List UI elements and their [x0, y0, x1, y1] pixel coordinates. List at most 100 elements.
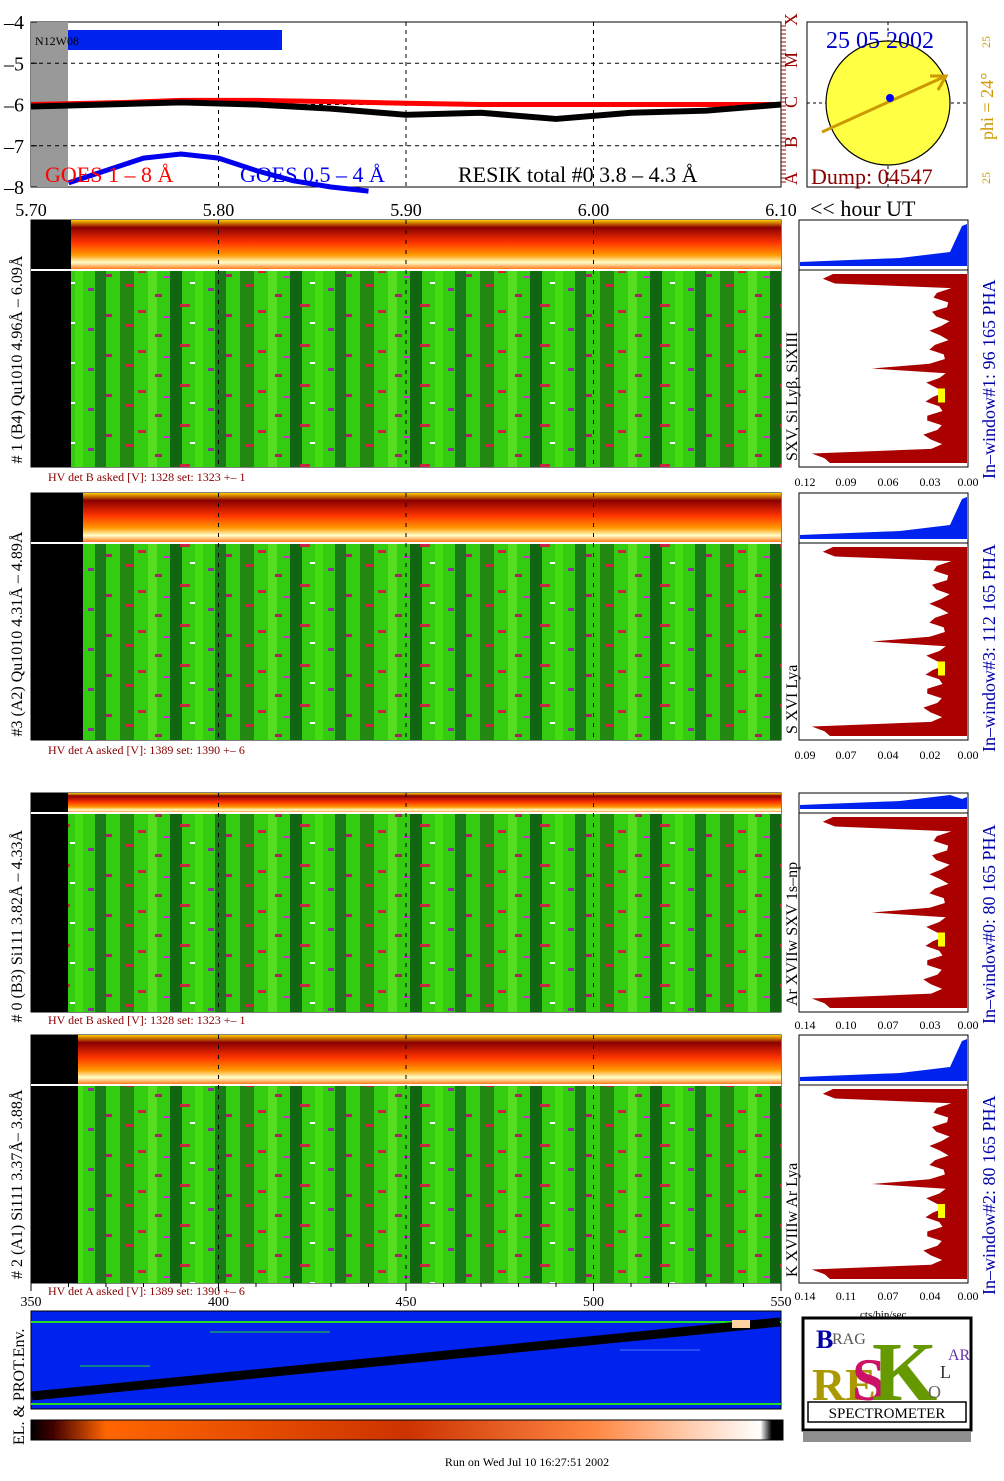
spectrum-shape [811, 817, 967, 1008]
channel-spectrogram [71, 270, 781, 467]
channel-line-label: S XVI Lya [784, 665, 801, 734]
hist-tick-label: 0.04 [920, 1289, 941, 1303]
env-x-tick-label: 450 [396, 1295, 417, 1310]
channel-left-label: # 0 (B3) Si111 3.82Å – 4.33Å [8, 829, 26, 1022]
dump-number: Dump: 04547 [811, 164, 933, 189]
channel-total-band [83, 493, 781, 543]
flare-class-label: B [781, 136, 801, 148]
goes-y-tick-label: –5 [3, 53, 24, 75]
goes-y-ticks: –4 –5 –6 –7 –8 [3, 12, 37, 199]
hist-tick-label: 0.09 [795, 748, 816, 762]
hist-tick-label: 0.10 [836, 1018, 857, 1032]
channel-pha-histogram [798, 219, 969, 271]
sun-disk-panel: 25 05 2002 Dump: 04547 phi = 24° 25 25 [806, 21, 997, 189]
channel-left-label: #3 (A2) Qu1010 4.31Å – 4.89Å [8, 531, 26, 736]
hist-tick-label: 0.02 [920, 748, 941, 762]
goes-y-tick-label: –8 [3, 177, 24, 199]
pha-shape [800, 1039, 967, 1081]
channel-0: # 1 (B4) Qu1010 4.96Å – 6.09Å HV det B as… [8, 219, 999, 489]
logo-spectrometer: SPECTROMETER [829, 1406, 946, 1422]
env-x-tick-label: 500 [583, 1295, 604, 1310]
channel-left-label: # 1 (B4) Qu1010 4.96Å – 6.09Å [8, 255, 26, 463]
phi-edge-bottom: 25 [979, 172, 993, 184]
hist-tick-label: 0.00 [958, 475, 979, 489]
channel-spectrum-histogram [798, 269, 969, 468]
channel-window-label: In–window#2: 80 165 PHA [979, 1095, 999, 1295]
active-region-marker [886, 94, 894, 102]
flare-class-label: M [781, 52, 801, 68]
hist-tick-label: 0.04 [878, 748, 899, 762]
noaa-region-bar [68, 30, 282, 50]
hist-tick-label: 0.07 [836, 748, 857, 762]
channel-total-band [68, 793, 781, 813]
env-x-tick-label: 350 [21, 1295, 42, 1310]
channel-pha-histogram [798, 492, 969, 544]
goes-x-tick-label: 5.70 [15, 200, 47, 220]
pha-shape [800, 497, 967, 539]
env-x-tick-label: 550 [771, 1295, 792, 1310]
footer-run-info: Run on Wed Jul 10 16:27:51 2002 [445, 1455, 609, 1469]
hist-tick-label: 0.14 [795, 1018, 816, 1032]
hist-tick-label: 0.11 [836, 1289, 857, 1303]
channel-total-band [71, 220, 781, 270]
hist-tick-label: 0.06 [878, 475, 899, 489]
legend-resik: RESIK total #0 3.8 – 4.3 Å [458, 162, 698, 187]
flare-class-label: X [781, 13, 801, 26]
legend-goes-short: GOES 0.5 – 4 Å [240, 162, 385, 187]
channel-data-gap [31, 493, 83, 740]
hist-tick-label: 0.03 [920, 1018, 941, 1032]
channel-line-label: SXV, Si Lyβ, SiXIII [784, 332, 801, 461]
phi-angle: phi = 24° [977, 73, 997, 140]
legend-goes-long: GOES 1 – 8 Å [45, 162, 173, 187]
channel-data-gap [31, 793, 68, 1012]
spectrum-shape [811, 547, 967, 736]
channel-left-label: # 2 (A1) Si111 3.37Å– 3.88Å [8, 1089, 26, 1279]
goes-x-tick-label: 5.90 [390, 200, 422, 220]
env-x-tick-label: 400 [208, 1295, 229, 1310]
channel-x-ticks: 350 400 450 500 550 [21, 1283, 792, 1310]
channel-3: # 2 (A1) Si111 3.37Å– 3.88Å HV det A aske… [8, 1034, 999, 1303]
hist-tick-label: 0.00 [958, 1018, 979, 1032]
env-label: EL. & PROT.Env. [11, 1329, 28, 1445]
spectrum-window-marker [938, 1204, 945, 1218]
spectrum-window-marker [938, 661, 945, 676]
channel-pha-histogram [798, 1034, 969, 1086]
logo-b: B [816, 1325, 833, 1354]
phi-arrow [821, 74, 947, 134]
goes-flux-panel: N12W08 –4 –5 –6 –7 –8 GOES 1 – 8 Å GOES 0.5 … [3, 12, 916, 221]
goes-series-group [30, 97, 782, 194]
channel-total-band [78, 1035, 781, 1085]
goes-x-tick-label: 5.80 [203, 200, 235, 220]
channel-window-label: In–window#1: 96 165 PHA [979, 279, 999, 479]
channel-hv-label: HV det B asked [V]: 1328 set: 1323 +– 1 [48, 470, 246, 484]
hist-tick-label: 0.09 [836, 475, 857, 489]
channel-hv-label: HV det A asked [V]: 1389 set: 1390 +– 6 [48, 743, 245, 757]
channel-spectrum-histogram [798, 812, 969, 1013]
channel-pha-histogram [798, 792, 969, 814]
hist-tick-label: 0.07 [878, 1018, 899, 1032]
goes-x-tick-label: 6.10 [765, 200, 797, 220]
goes-y-tick-label: –7 [3, 136, 24, 158]
channel-spectrogram [83, 543, 781, 740]
goes-y-tick-label: –4 [3, 12, 24, 34]
pha-shape [800, 224, 967, 266]
hist-tick-label: 0.03 [920, 475, 941, 489]
spectrum-shape [811, 1089, 967, 1279]
channel-1: #3 (A2) Qu1010 4.31Å – 4.89Å HV det A ask… [8, 492, 999, 762]
color-scale-bar [30, 1419, 784, 1441]
sun-date: 25 05 2002 [826, 28, 934, 54]
channel-data-gap [31, 220, 71, 467]
phi-edge-top: 25 [979, 36, 993, 48]
hist-tick-label: 0.00 [958, 1289, 979, 1303]
hist-tick-label: 0.07 [878, 1289, 899, 1303]
hour-axis-label: << hour UT [810, 196, 916, 221]
logo-o: O [928, 1382, 941, 1402]
spectrum-window-marker [938, 932, 945, 947]
goes-y-tick-label: –6 [3, 95, 24, 117]
channel-window-label: In–window#0: 80 165 PHA [979, 824, 999, 1024]
channel-line-label: K XVIIIw Ar Lya [784, 1163, 801, 1277]
resik-logo: B RAG RE S K O L AR SPECTROMETER [801, 1316, 973, 1442]
logo-rag: RAG [832, 1331, 866, 1348]
